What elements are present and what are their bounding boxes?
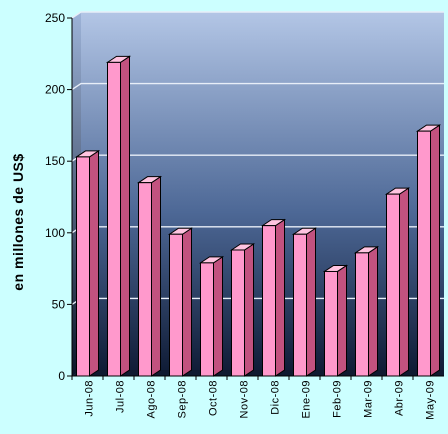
y-tick-labels: 0 50 100 150 200 250	[45, 11, 72, 383]
bar-side	[368, 245, 378, 377]
x-tick-label: Nov-08	[239, 380, 251, 418]
bar-front	[417, 130, 431, 377]
bar-side	[430, 124, 440, 377]
bar-front	[355, 252, 369, 377]
bar-front	[169, 233, 183, 377]
plot-floor	[72, 370, 444, 376]
bar	[74, 149, 101, 377]
bar-side	[182, 227, 192, 377]
bar-front	[200, 262, 214, 377]
x-tick-label: May-09	[425, 380, 437, 420]
bar-side	[244, 243, 254, 377]
bar-front	[76, 156, 90, 377]
x-tick-label: Ago-08	[146, 380, 158, 418]
gridline	[71, 82, 444, 91]
bar	[167, 227, 194, 377]
bar-side	[306, 227, 316, 377]
bar	[105, 55, 132, 377]
x-tick-label: Ene-09	[301, 380, 313, 418]
bar-front	[293, 233, 307, 377]
gridline	[71, 11, 444, 19]
x-tick-label: Feb-09	[332, 380, 344, 418]
y-tick-label: 250	[45, 11, 65, 25]
bar-side	[151, 175, 161, 377]
bar	[260, 218, 287, 377]
bar	[415, 124, 442, 377]
x-tick-label: Sep-08	[177, 380, 189, 418]
bar	[353, 245, 380, 377]
plot-background	[72, 12, 444, 376]
bar	[384, 187, 411, 377]
bar	[136, 175, 163, 377]
y-tick-label: 200	[45, 83, 65, 97]
bar-front	[386, 193, 400, 377]
x-tick-label: Mar-09	[363, 380, 375, 418]
bar	[229, 243, 256, 377]
x-tick-label: Jul-08	[115, 380, 127, 413]
y-tick-label: 50	[52, 297, 66, 311]
bar	[198, 255, 225, 377]
bar-side	[399, 187, 409, 377]
bar	[291, 227, 318, 377]
y-tick-label: 150	[45, 154, 65, 168]
bar-front	[138, 182, 152, 377]
bar-side	[337, 264, 347, 377]
bar-side	[275, 218, 285, 377]
bar-side	[213, 255, 223, 377]
y-axis-label: en millones de US$	[10, 153, 26, 290]
bar-front	[107, 61, 121, 377]
x-tick-label: Jun-08	[84, 380, 96, 417]
bar-side	[120, 55, 130, 377]
y-tick-label: 0	[58, 369, 65, 383]
x-tick-label: Oct-08	[208, 380, 220, 416]
x-tick-label: Abr-09	[394, 380, 406, 416]
y-tick-label: 100	[45, 226, 65, 240]
bar-side	[89, 149, 99, 377]
bar-front	[324, 270, 338, 377]
bars	[74, 55, 442, 377]
bar-front	[262, 225, 276, 377]
bar-front	[231, 249, 245, 377]
x-tick-label: Dic-08	[270, 380, 282, 415]
x-tick-labels: Jun-08 Jul-08 Ago-08 Sep-08 Oct-08 Nov-08 Dic-…	[71, 376, 437, 420]
bar	[322, 264, 349, 377]
